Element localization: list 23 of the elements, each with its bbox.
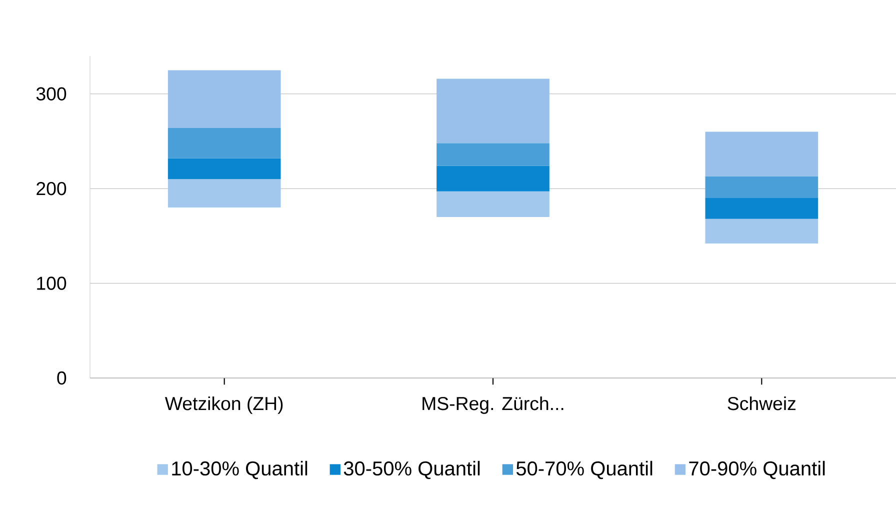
bar xyxy=(436,166,550,192)
bar xyxy=(705,176,818,198)
y-tick-label: 100 xyxy=(37,276,66,290)
x-tick-label: MS-Reg. Zürch... xyxy=(422,396,564,414)
bar xyxy=(168,158,281,180)
bar xyxy=(168,70,281,128)
bar xyxy=(436,143,550,166)
x-tick-label: Wetzikon (ZH) xyxy=(164,396,283,414)
legend-label: 10-30% Quantil xyxy=(172,460,308,480)
y-tick-label: 0 xyxy=(57,371,66,385)
x-tick-label: Schweiz xyxy=(728,396,796,410)
legend-label: 30-50% Quantil xyxy=(344,460,480,480)
bar xyxy=(168,179,281,208)
bar xyxy=(168,128,281,158)
y-tick-label: 200 xyxy=(36,182,66,196)
bar xyxy=(436,78,550,144)
legend-label: 70-90% Quantil xyxy=(689,460,825,480)
bar xyxy=(705,132,818,176)
bar xyxy=(705,218,818,244)
bar xyxy=(705,198,818,219)
bar xyxy=(436,191,550,217)
legend-label: 50-70% Quantil xyxy=(516,460,652,480)
y-tick-label: 300 xyxy=(36,87,66,100)
